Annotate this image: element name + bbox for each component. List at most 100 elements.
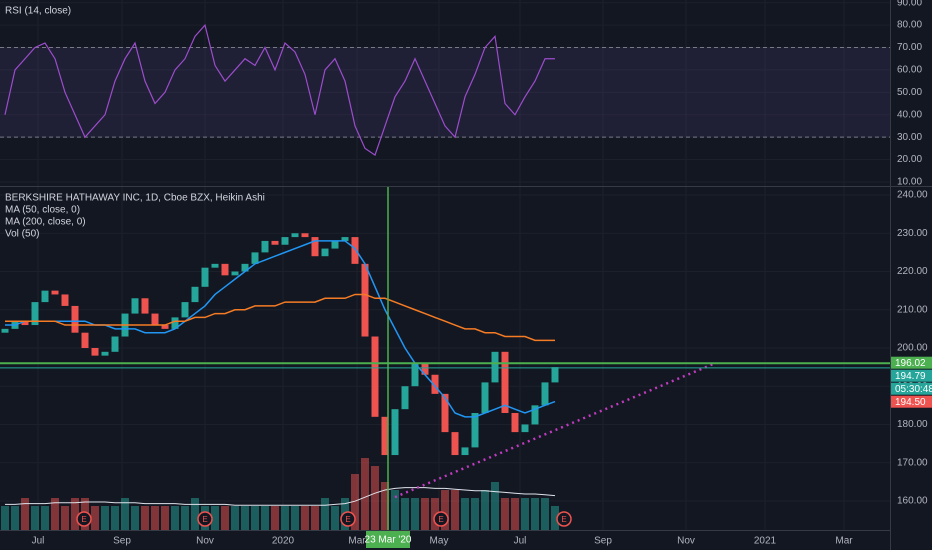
candle-body (481, 382, 489, 413)
volume-bar (421, 498, 429, 530)
x-tick-label: Jul (32, 536, 45, 547)
countdown-label: 05:30:48 (895, 384, 932, 395)
earnings-label: E (438, 515, 443, 524)
volume-bar (51, 498, 59, 530)
candle-body (1, 328, 9, 333)
chart-title: BERKSHIRE HATHAWAY INC, 1D, Cboe BZX, He… (5, 193, 265, 204)
volume-bar (151, 506, 159, 530)
candle-body (31, 302, 39, 326)
price-line-tag (891, 356, 932, 369)
candle-body (421, 363, 429, 375)
candle-body (401, 386, 409, 410)
rsi-tick-label: 70.00 (897, 42, 922, 53)
volume-bar (311, 506, 319, 530)
legend-ma50: MA (50, close, 0) (5, 205, 80, 216)
y-tick-label: 200.00 (897, 343, 928, 354)
candle-body (521, 424, 529, 433)
trendline (394, 362, 716, 499)
volume-bar (41, 506, 49, 530)
volume-bar (281, 506, 289, 530)
x-tick-label: Mar (348, 536, 366, 547)
y-tick-label: 210.00 (897, 304, 928, 315)
volume-bar (521, 498, 529, 530)
volume-bar (391, 490, 399, 530)
x-tick-label: May (430, 536, 449, 547)
candle-body (261, 240, 269, 253)
candle-body (71, 305, 79, 333)
volume-ma-line (5, 487, 556, 506)
candle-body (301, 233, 309, 238)
rsi-tick-label: 60.00 (897, 65, 922, 76)
volume-bar (141, 506, 149, 530)
rsi-tick-label: 20.00 (897, 154, 922, 165)
earnings-label: E (561, 515, 566, 524)
volume-bar (121, 498, 129, 530)
y-tick-label: 160.00 (897, 496, 928, 507)
candle-body (351, 237, 359, 264)
candle-body (51, 290, 59, 295)
candle-body (61, 294, 69, 306)
candle-body (281, 237, 289, 245)
candle-body (81, 332, 89, 348)
volume-bar (111, 506, 119, 530)
axes: Jul Sep Nov 2020 Mar May Jul Sep Nov 2021 Mar 160.0… (32, 0, 932, 548)
volume-bar (91, 506, 99, 530)
candle-body (431, 374, 439, 394)
volume-bar (31, 506, 39, 530)
candle-body (341, 237, 349, 241)
volume-bar (471, 498, 479, 530)
candle-body (461, 447, 469, 456)
rsi-title: RSI (14, close) (5, 6, 71, 17)
candle-body (291, 233, 299, 238)
rsi-tick-label: 80.00 (897, 20, 922, 31)
volume-bar (271, 506, 279, 530)
candle-body (101, 351, 109, 356)
volume-bar (501, 498, 509, 530)
volume-bar (531, 498, 539, 530)
candle-body (381, 416, 389, 456)
ma-line (5, 293, 555, 342)
earnings-marker (556, 511, 572, 527)
earnings-marker (76, 511, 92, 527)
volume-bar (21, 498, 29, 530)
volume-bar (511, 498, 519, 530)
candle-body (131, 298, 139, 314)
candle-body (171, 317, 179, 329)
x-tick-label: 2020 (272, 536, 295, 547)
volume-bar (411, 498, 419, 530)
volume-bar (191, 498, 199, 530)
candle-body (21, 321, 29, 326)
x-tick-label: Mar (835, 536, 853, 547)
rsi-line (4, 23, 555, 157)
x-tick-label: Nov (677, 536, 695, 547)
candle-body (231, 271, 239, 276)
volume-bar (231, 506, 239, 530)
volume-bar (491, 482, 499, 530)
candle-body (331, 240, 339, 249)
rsi-tick-label: 50.00 (897, 87, 922, 98)
x-tick-label: Sep (113, 536, 131, 547)
candle-body (221, 263, 229, 276)
volume-bar (301, 506, 309, 530)
candle-body (411, 363, 419, 387)
candle-body (41, 290, 49, 303)
volume-bar (101, 506, 109, 530)
volume-bar (291, 506, 299, 530)
volume-bar (321, 498, 329, 530)
candle-body (111, 336, 119, 352)
earnings-label: E (81, 515, 86, 524)
candle-body (371, 336, 379, 417)
y-tick-label: 170.00 (897, 457, 928, 468)
candle-body (491, 351, 499, 383)
volume-bar (481, 490, 489, 530)
last-price-label: 194.50 (895, 397, 926, 408)
candle-body (191, 286, 199, 303)
rsi-tick-label: 30.00 (897, 132, 922, 143)
last-price-tag (891, 395, 932, 408)
volume-bar (371, 466, 379, 530)
volume-bar (11, 506, 19, 530)
volume-bar (221, 506, 229, 530)
volume-bar (211, 506, 219, 530)
